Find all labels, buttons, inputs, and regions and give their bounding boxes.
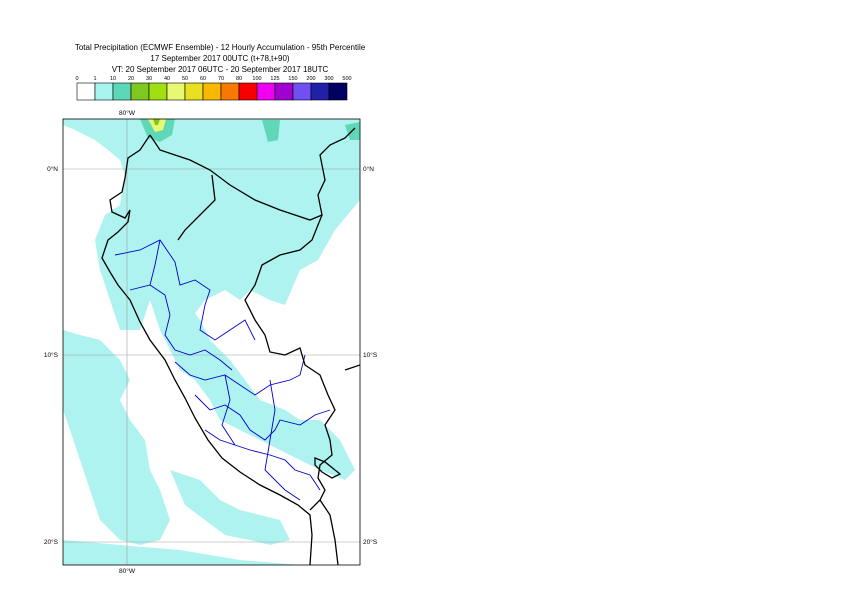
region-boundary bbox=[174, 354, 306, 396]
lon-label-top: 80°W bbox=[119, 109, 136, 117]
lat-label-left-10: 10°S bbox=[44, 351, 59, 359]
region-boundary bbox=[149, 239, 161, 286]
legend-tick-label: 500 bbox=[342, 76, 351, 82]
legend-tick-label: 80 bbox=[236, 76, 242, 82]
precip-high-peak bbox=[153, 119, 160, 125]
legend-tick-label: 60 bbox=[200, 76, 206, 82]
region-boundary bbox=[204, 429, 321, 491]
region-boundaries bbox=[114, 239, 331, 501]
legend-tick-label: 70 bbox=[218, 76, 224, 82]
lake-titicaca bbox=[314, 457, 342, 479]
legend-swatch-14 bbox=[328, 82, 348, 101]
region-boundary bbox=[129, 284, 233, 371]
precip-area-far-south bbox=[63, 540, 300, 565]
lat-label-left-20: 20°S bbox=[44, 538, 59, 546]
legend-tick-label: 50 bbox=[182, 76, 188, 82]
precip-high-core bbox=[148, 119, 166, 132]
border-south bbox=[319, 364, 360, 565]
precip-area-south-ocean bbox=[170, 470, 290, 545]
legend-tick-label: 300 bbox=[324, 76, 333, 82]
border-east bbox=[177, 174, 336, 511]
run-time-label: 17 September 2017 00UTC (t+78,t+90) bbox=[150, 54, 290, 63]
map-title: Total Precipitation (ECMWF Ensemble) - 1… bbox=[74, 43, 366, 52]
legend-tick-label: 200 bbox=[306, 76, 315, 82]
region-boundary bbox=[221, 374, 236, 446]
legend-tick-label: 0 bbox=[75, 76, 78, 82]
legend-tick-label: 10 bbox=[110, 76, 116, 82]
region-boundary bbox=[194, 394, 331, 441]
legend-tick-label: 20 bbox=[128, 76, 134, 82]
precip-field bbox=[63, 119, 360, 565]
precip-area-north bbox=[63, 119, 360, 330]
lon-label-bottom: 80°W bbox=[119, 567, 136, 575]
lat-label-right-0: 0°N bbox=[363, 165, 374, 173]
region-boundary bbox=[264, 379, 301, 501]
precip-medium-ne bbox=[262, 120, 280, 142]
precip-area-west-ocean bbox=[63, 330, 170, 545]
border-north bbox=[149, 127, 356, 221]
graticule bbox=[63, 119, 360, 565]
legend-tick-label: 1 bbox=[93, 76, 96, 82]
legend-tick-label: 125 bbox=[270, 76, 279, 82]
coastline bbox=[101, 127, 360, 565]
precip-high bbox=[148, 119, 166, 132]
legend-tick-label: 100 bbox=[252, 76, 261, 82]
lat-label-right-20: 20°S bbox=[363, 538, 378, 546]
legend-tick-label: 150 bbox=[288, 76, 297, 82]
legend-tick-label: 30 bbox=[146, 76, 152, 82]
color-legend: 0 1 10 20 30 40 50 60 70 80 100 125 150 200 300 500 bbox=[75, 76, 352, 101]
coastline-path bbox=[101, 134, 313, 565]
valid-time-label: VT: 20 September 2017 06UTC - 20 Septemb… bbox=[111, 65, 329, 74]
lat-label-left-0: 0°N bbox=[47, 165, 58, 173]
legend-tick-label: 40 bbox=[164, 76, 170, 82]
precip-area-andes bbox=[140, 240, 355, 480]
map-frame bbox=[62, 118, 361, 566]
lat-label-right-10: 10°S bbox=[363, 351, 378, 359]
